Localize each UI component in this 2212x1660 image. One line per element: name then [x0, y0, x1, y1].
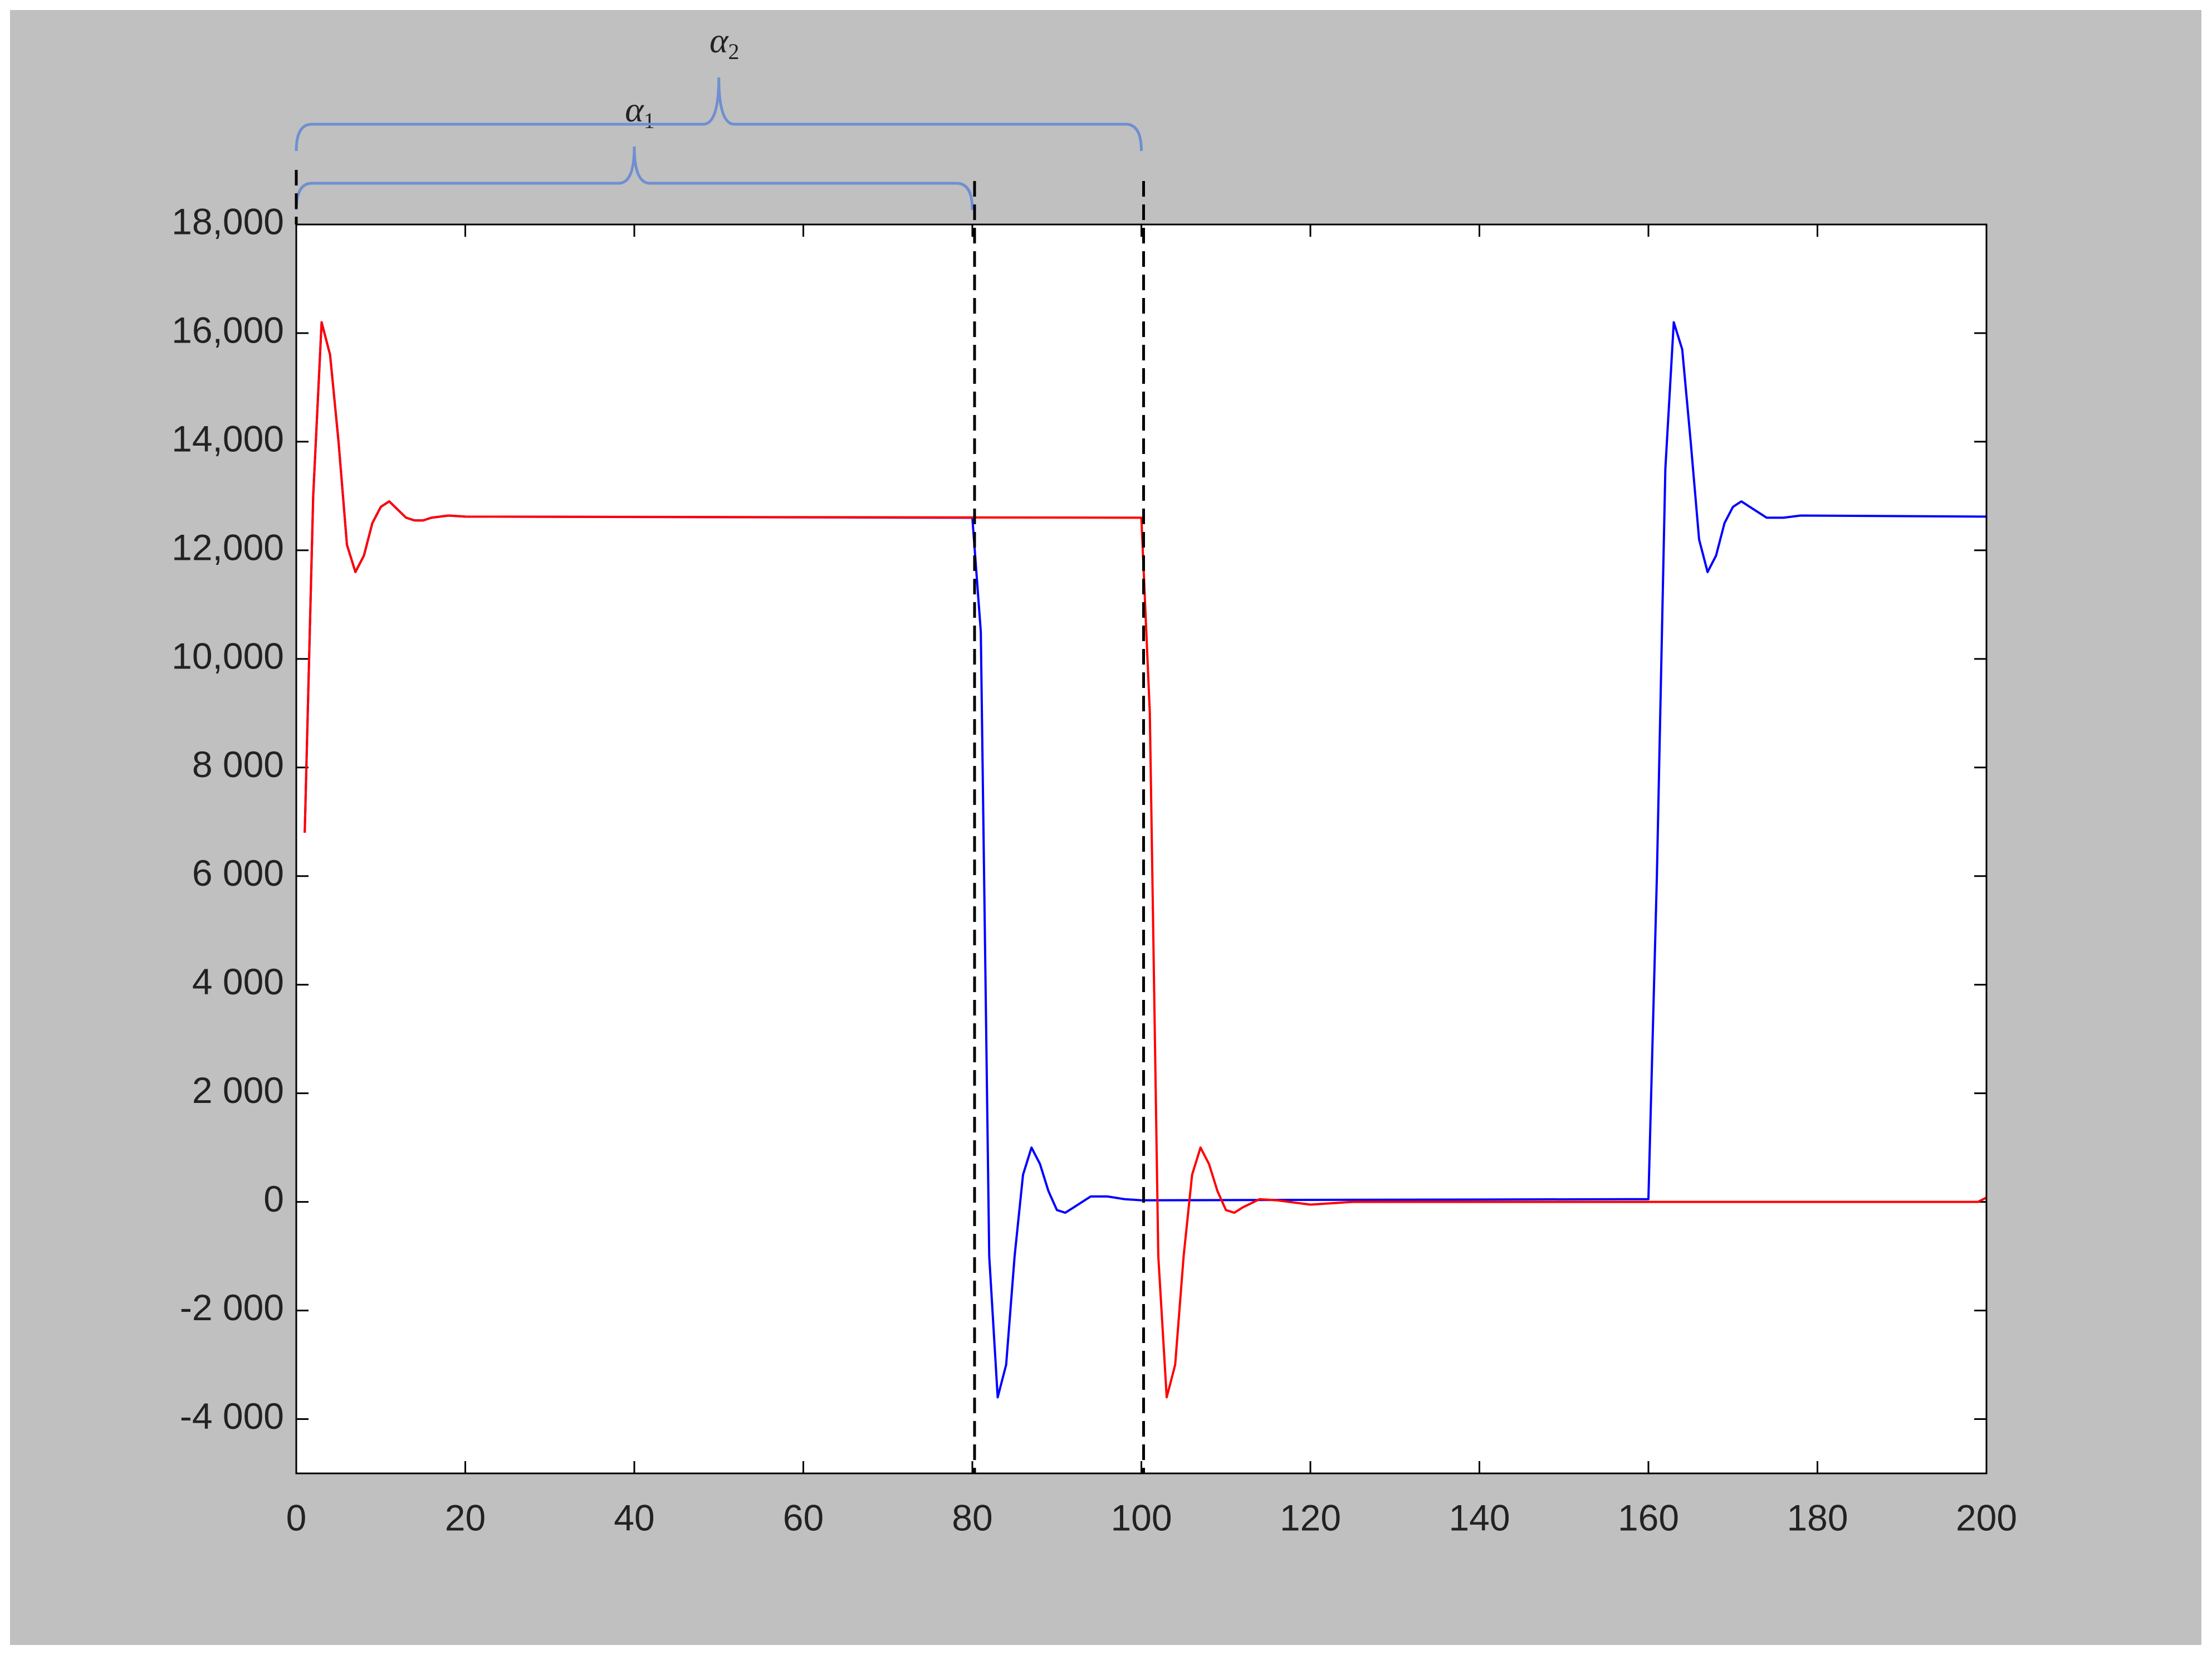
series-line: [304, 321, 1987, 1399]
x-tick-label: 120: [1280, 1497, 1341, 1538]
brace: [295, 146, 974, 211]
y-tick-label: 8 000: [192, 744, 284, 785]
x-tick-label: 160: [1618, 1497, 1679, 1538]
x-tick-label: 100: [1110, 1497, 1172, 1538]
x-tick-label: 140: [1448, 1497, 1510, 1538]
y-tick-label: -4 000: [180, 1395, 284, 1437]
brace-symbol: α: [709, 21, 729, 60]
y-tick-label: 2 000: [192, 1070, 284, 1111]
x-tick-label: 60: [783, 1497, 824, 1538]
y-tick-label: 12,000: [172, 526, 284, 568]
plot-area: [296, 224, 1986, 1473]
y-tick-label: 14,000: [172, 418, 284, 459]
y-tick-label: 0: [263, 1178, 284, 1219]
brace-label: α1: [625, 90, 655, 134]
x-tick-label: 80: [952, 1497, 992, 1538]
brace: [295, 77, 1143, 152]
x-tick-label: 200: [1956, 1497, 2017, 1538]
brace-subscript: 2: [728, 39, 740, 64]
brace-symbol: α: [625, 90, 644, 129]
y-tick-label: 6 000: [192, 852, 284, 894]
brace-subscript: 1: [644, 108, 655, 133]
plot-frame: [295, 223, 1988, 1475]
y-tick-label: 16,000: [172, 309, 284, 350]
y-tick-label: 18,000: [172, 201, 284, 242]
x-tick-label: 40: [614, 1497, 654, 1538]
x-tick-label: 20: [445, 1497, 486, 1538]
y-tick-label: 10,000: [172, 635, 284, 676]
brace-label: α2: [709, 21, 740, 65]
x-tick-label: 180: [1787, 1497, 1848, 1538]
x-tick-label: 0: [286, 1497, 307, 1538]
y-tick-label: -2 000: [180, 1287, 284, 1328]
y-tick-label: 4 000: [192, 961, 284, 1002]
